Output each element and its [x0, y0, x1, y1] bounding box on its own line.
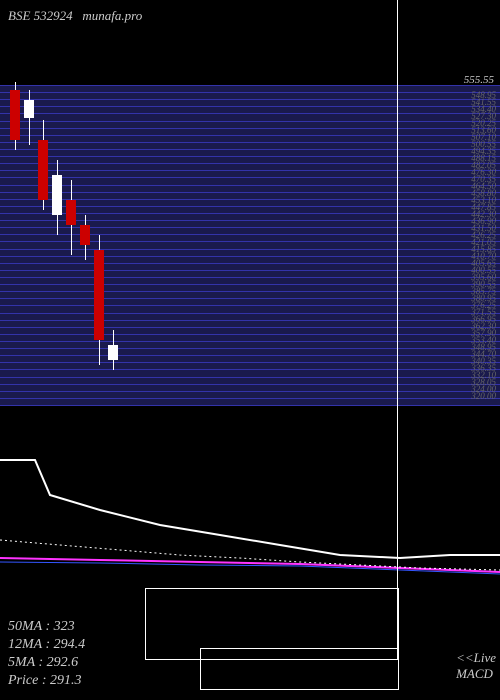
stat-line: 5MA : 292.6	[8, 654, 85, 672]
exchange-label: BSE	[8, 8, 30, 23]
chart-header: BSE 532924 munafa.pro	[8, 8, 142, 24]
stats-block: 50MA : 32312MA : 294.45MA : 292.6Price :…	[8, 618, 85, 690]
live-prefix: <<Live	[456, 650, 496, 665]
y-axis-labels: 548.95541.55534.40527.30520.25513.60507.…	[471, 92, 496, 400]
site-label: munafa.pro	[82, 8, 142, 23]
stat-line: 12MA : 294.4	[8, 636, 85, 654]
chart-container: BSE 532924 munafa.pro 555.55 548.95541.5…	[0, 0, 500, 700]
macd-text: MACD	[456, 666, 493, 681]
stat-line: Price : 291.3	[8, 672, 85, 690]
cursor-vertical-line	[397, 0, 398, 660]
stat-line: 50MA : 323	[8, 618, 85, 636]
macd-label: <<Live MACD	[456, 650, 496, 682]
symbol-label: 532924	[34, 8, 73, 23]
